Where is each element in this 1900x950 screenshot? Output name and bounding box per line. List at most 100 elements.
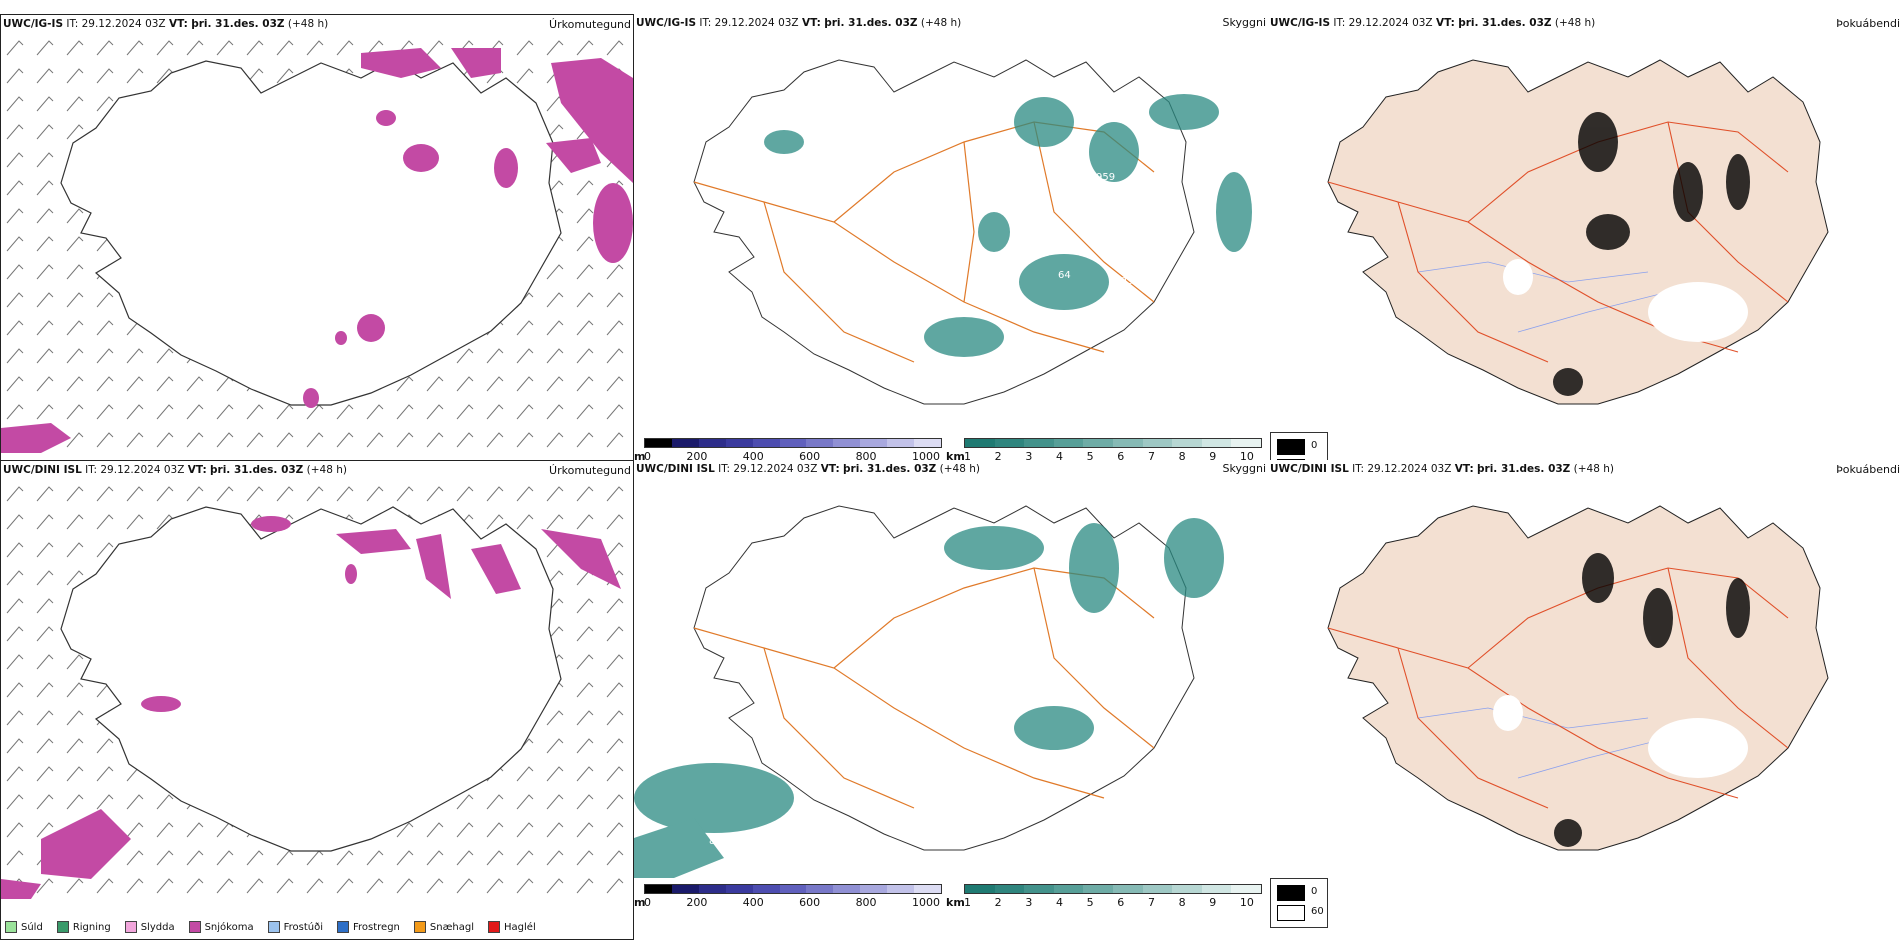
legend-label: Frostúði	[283, 921, 323, 933]
it-value: 29.12.2024 03Z	[1348, 17, 1433, 29]
fog-index-map	[1327, 59, 1829, 405]
visibility-map: 682 890 15	[634, 505, 1224, 878]
swatch	[413, 921, 426, 933]
tick: 200	[686, 450, 708, 463]
cloudbase-labels: 682 890 15	[709, 582, 1158, 847]
model-label: UWC/DINI ISL	[636, 463, 715, 475]
legend-label: Súld	[21, 921, 43, 933]
cloudbase-labels: 456 959 372 64 303 270	[944, 172, 1133, 415]
tick: 3	[1025, 896, 1033, 909]
tick: 1	[964, 896, 971, 909]
it-prefix: IT:	[1352, 463, 1365, 475]
tick: 2	[994, 450, 1002, 463]
legend-item-hagl: Haglél	[488, 921, 536, 933]
sky-panel-row1: UWC/IG-IS IT: 29.12.2024 03Z VT: þri. 31…	[634, 14, 1268, 494]
visibility-ticks: 1 2 3 4 5 6 7 8 9 10	[964, 450, 1254, 463]
roads	[1327, 567, 1789, 809]
legend-label: Frostregn	[353, 921, 400, 933]
panel-header: UWC/DINI ISL IT: 29.12.2024 03Z VT: þri.…	[3, 464, 629, 480]
legend-item-frostudi: Frostúði	[267, 921, 323, 933]
vt-value: þri. 31.des. 03Z	[1458, 17, 1552, 29]
rivers	[1417, 707, 1669, 779]
tick: 9	[1209, 896, 1217, 909]
sky-panel-row2: UWC/DINI ISL IT: 29.12.2024 03Z VT: þri.…	[634, 460, 1268, 940]
dew-panel-row1: UWC/IG-IS IT: 29.12.2024 03Z VT: þri. 31…	[1268, 14, 1900, 494]
legend-label: Snæhagl	[429, 921, 475, 933]
cloudbase-label: 890	[709, 836, 728, 847]
cloudbase-label: 456	[1054, 176, 1073, 187]
fog-value: 0	[1311, 886, 1318, 897]
swatch	[56, 921, 69, 933]
snow-areas	[1, 48, 633, 453]
lead-time: (+48 h)	[920, 17, 962, 29]
model-label: UWC/IG-IS	[3, 18, 64, 30]
tick: 0	[644, 896, 651, 909]
it-value: 29.12.2024 03Z	[100, 464, 185, 476]
fog-areas	[634, 518, 1224, 878]
panel-title: Úrkomutegund	[549, 464, 631, 477]
swatch	[488, 921, 501, 933]
swatch	[188, 921, 201, 933]
swatch	[337, 921, 349, 933]
model-label: UWC/IG-IS	[636, 17, 697, 29]
ptype-legend: Súld Rigning Slydda Snjókoma Frostúði Fr…	[5, 921, 536, 933]
fog-swatch-0	[1277, 439, 1305, 455]
vt-value: þri. 31.des. 03Z	[843, 463, 937, 475]
swatch	[124, 921, 137, 933]
legend-item-frostregn: Frostregn	[337, 921, 400, 933]
model-label: UWC/DINI ISL	[3, 464, 82, 476]
panel-title: Úrkomutegund	[549, 18, 631, 31]
it-prefix: IT:	[66, 18, 79, 30]
vt-prefix: VT:	[187, 464, 207, 476]
panel-title: Þokuábendi	[1836, 463, 1900, 476]
legend-item-slydda: Slydda	[124, 921, 175, 933]
panel-header: UWC/IG-IS IT: 29.12.2024 03Z VT: þri. 31…	[3, 18, 629, 34]
legend-label: Slydda	[140, 921, 175, 933]
vt-value: þri. 31.des. 03Z	[1477, 463, 1571, 475]
tick: 7	[1147, 450, 1155, 463]
tick: 10	[1239, 450, 1254, 463]
fog-index-low	[1493, 695, 1748, 778]
panel-header: UWC/IG-IS IT: 29.12.2024 03Z VT: þri. 31…	[1270, 17, 1898, 33]
legend-label: Haglél	[504, 921, 536, 933]
fog-swatch-0	[1277, 885, 1305, 901]
it-prefix: IT:	[718, 463, 731, 475]
tick: 600	[799, 896, 821, 909]
cloudbase-unit: m	[634, 450, 646, 463]
legend-item-snaehagl: Snæhagl	[413, 921, 475, 933]
fog-index-high	[1554, 553, 1750, 847]
fog-index-low	[1503, 259, 1748, 342]
visibility-unit: km	[946, 450, 965, 463]
vt-prefix: VT:	[1435, 17, 1455, 29]
visibility-map: 456 959 372 64 303 270	[693, 59, 1252, 415]
tick: 7	[1147, 896, 1155, 909]
panel-header: UWC/DINI ISL IT: 29.12.2024 03Z VT: þri.…	[1270, 463, 1898, 479]
panel-title: Þokuábendi	[1836, 17, 1900, 30]
precip-type-map	[1, 479, 633, 899]
tick: 6	[1117, 450, 1125, 463]
lead-time: (+48 h)	[1554, 17, 1596, 29]
legend-item-rigning: Rigning	[56, 921, 111, 933]
tick: 0	[644, 450, 651, 463]
it-value: 29.12.2024 03Z	[1367, 463, 1452, 475]
lead-time: (+48 h)	[306, 464, 347, 476]
sky-legends: m 0 200 400 600 800 1000 km 1 2 3 4 5 6 7 8 9 10	[634, 432, 1268, 472]
legend-label: Snjókoma	[204, 921, 254, 933]
vt-prefix: VT:	[1454, 463, 1474, 475]
tick: 6	[1117, 896, 1125, 909]
fog-areas	[764, 94, 1252, 357]
dew-panel-row2: UWC/DINI ISL IT: 29.12.2024 03Z VT: þri.…	[1268, 460, 1900, 940]
it-value: 29.12.2024 03Z	[714, 17, 799, 29]
vt-value: þri. 31.des. 03Z	[210, 464, 304, 476]
it-value: 29.12.2024 03Z	[81, 18, 166, 30]
visibility-unit: km	[946, 896, 965, 909]
tick: 5	[1086, 896, 1094, 909]
tick: 10	[1239, 896, 1254, 909]
fog-swatch-60	[1277, 905, 1305, 921]
lead-time: (+48 h)	[1573, 463, 1614, 475]
it-prefix: IT:	[1333, 17, 1346, 29]
tick: 400	[742, 896, 764, 909]
precip-type-map	[1, 33, 633, 453]
swatch	[5, 921, 17, 933]
cloudbase-ticks: 0 200 400 600 800 1000	[644, 896, 940, 909]
